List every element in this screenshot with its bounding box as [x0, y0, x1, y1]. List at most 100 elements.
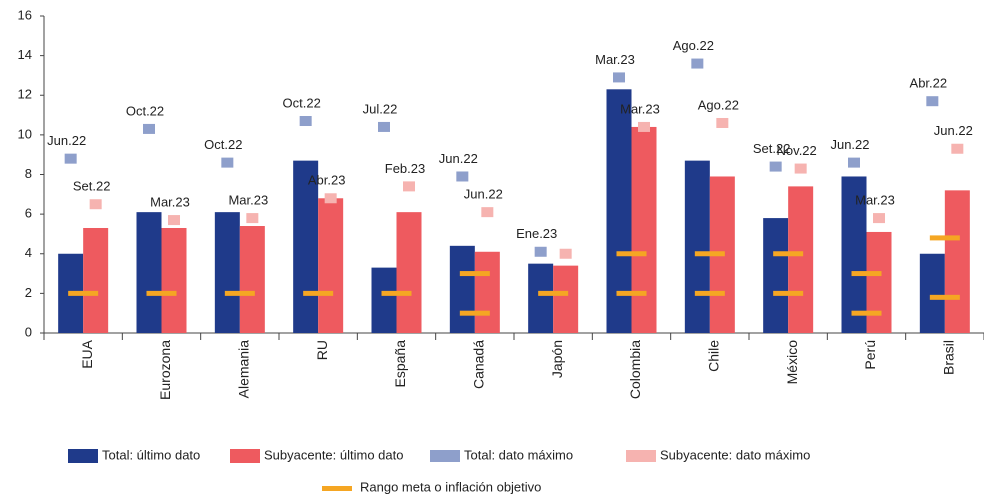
x-tick-label: Canadá [471, 340, 487, 389]
target-dash [929, 294, 960, 300]
max-label: Mar.23 [228, 193, 268, 208]
target-dash [694, 290, 725, 296]
target-dash [616, 290, 647, 296]
legend-label: Total: último dato [102, 447, 200, 462]
x-tick-label: Chile [706, 340, 722, 372]
target-dash [224, 290, 255, 296]
max-label: Feb.23 [385, 161, 425, 176]
max-label: Jun.22 [464, 187, 503, 202]
bar [763, 218, 789, 333]
max-marker [89, 199, 102, 210]
x-tick-label: Colombia [627, 340, 643, 399]
max-marker [299, 116, 312, 127]
bar [684, 160, 710, 333]
max-marker [848, 157, 860, 168]
max-marker [378, 121, 390, 132]
max-label: Abr.23 [308, 173, 346, 188]
max-label: Mar.23 [150, 195, 190, 210]
max-label: Ago.22 [673, 38, 714, 53]
bar [161, 227, 187, 333]
bar [239, 226, 265, 333]
x-tick-label: Brasil [941, 340, 957, 375]
max-label: Abr.22 [910, 76, 948, 91]
bar [136, 212, 162, 333]
target-dash [459, 310, 490, 316]
max-label: Jun.22 [439, 151, 478, 166]
max-marker [769, 161, 782, 172]
legend-swatch [626, 450, 656, 462]
target-dash [773, 251, 804, 257]
bar [371, 267, 397, 333]
max-marker [221, 157, 234, 168]
max-label: Ago.22 [698, 97, 739, 112]
target-dash [851, 271, 882, 277]
max-label: Mar.23 [595, 52, 635, 67]
max-label: Jun.22 [47, 133, 86, 148]
bar [396, 212, 422, 333]
legend-label: Rango meta o inflación objetivo [360, 479, 541, 494]
x-tick-label: Eurozona [157, 340, 173, 400]
y-tick-label: 4 [25, 245, 32, 260]
x-tick-label: Japón [549, 340, 565, 378]
bar [449, 245, 475, 333]
max-label: Set.22 [73, 179, 111, 194]
x-tick-label: México [784, 340, 800, 385]
bar [841, 176, 867, 333]
target-dash [929, 235, 960, 241]
bar [214, 212, 240, 333]
bar [553, 265, 579, 333]
x-tick-label: Perú [862, 340, 878, 370]
max-marker [403, 181, 415, 192]
max-marker [716, 117, 729, 128]
max-marker [613, 72, 625, 83]
max-label: Jun.22 [934, 123, 973, 138]
bar [293, 160, 319, 333]
max-marker [456, 171, 469, 182]
max-label: Oct.22 [283, 95, 321, 110]
target-dash [773, 290, 804, 296]
bar [318, 198, 344, 333]
max-marker [324, 193, 337, 204]
bar [788, 186, 814, 333]
max-marker [691, 58, 704, 69]
y-tick-label: 2 [25, 285, 32, 300]
y-tick-label: 12 [18, 87, 32, 102]
legend-label: Subyacente: último dato [264, 447, 403, 462]
target-dash [694, 251, 725, 257]
max-marker [64, 153, 77, 164]
max-marker [638, 121, 650, 132]
max-label: Nov.22 [777, 143, 817, 158]
legend-swatch [430, 450, 460, 462]
max-marker [168, 215, 180, 226]
y-tick-label: 16 [18, 7, 32, 22]
max-marker [534, 246, 547, 257]
max-label: Oct.22 [126, 103, 164, 118]
target-dash [459, 271, 490, 277]
max-label: Ene.23 [516, 226, 557, 241]
target-dash [616, 251, 647, 257]
x-tick-label: RU [314, 340, 330, 360]
max-label: Jul.22 [363, 101, 398, 116]
x-tick-label: Alemania [236, 340, 252, 399]
legend-swatch [68, 449, 98, 463]
max-marker [794, 163, 807, 174]
max-label: Set.22 [753, 141, 791, 156]
y-tick-label: 0 [25, 324, 32, 339]
max-label: Jun.22 [830, 137, 869, 152]
bar [528, 263, 554, 333]
max-marker [873, 213, 885, 224]
legend-swatch [322, 486, 352, 491]
target-dash [381, 290, 412, 296]
target-dash [303, 290, 334, 296]
bar [866, 231, 892, 333]
y-tick-label: 10 [18, 126, 32, 141]
target-dash [538, 290, 569, 296]
max-marker [246, 213, 259, 224]
target-dash [851, 310, 882, 316]
x-tick-label: España [392, 340, 408, 388]
max-label: Oct.22 [204, 137, 242, 152]
max-marker [951, 143, 964, 154]
max-marker [926, 96, 939, 107]
target-dash [146, 290, 177, 296]
